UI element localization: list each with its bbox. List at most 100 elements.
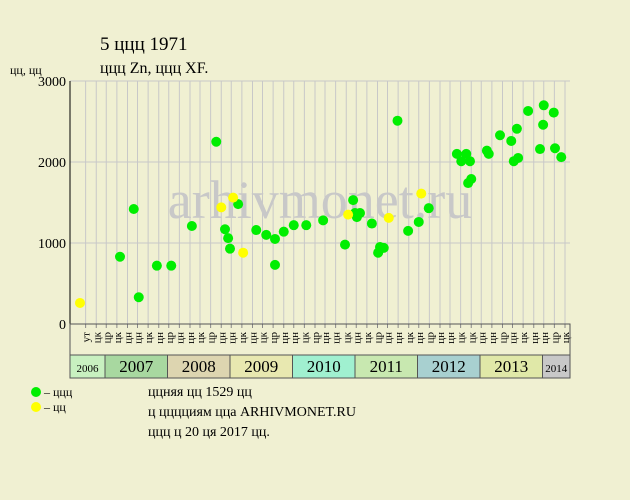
x-tick-label: цн: [320, 332, 332, 344]
x-tick-label: цн: [529, 332, 541, 344]
point: [383, 212, 394, 223]
point: [513, 152, 524, 163]
x-tick-label: цк: [258, 331, 270, 343]
point: [483, 148, 494, 159]
x-tick-label: цн: [383, 332, 395, 344]
point: [220, 224, 230, 235]
year-band: [542, 354, 571, 379]
point: [133, 292, 144, 303]
point: [456, 156, 467, 167]
point: [288, 220, 299, 231]
x-tick-label: цр: [268, 332, 280, 344]
point: [355, 208, 365, 219]
year-label: 2012: [432, 357, 466, 376]
x-tick-label: цр: [101, 332, 113, 344]
legend-swatch: [31, 387, 41, 397]
point: [392, 115, 403, 126]
y-tick-label: 1000: [38, 237, 66, 252]
x-tick-label: цр: [549, 332, 561, 344]
point: [495, 130, 505, 141]
x-tick-label: цк: [404, 331, 416, 343]
x-tick-label: цк: [112, 331, 124, 343]
point: [225, 243, 235, 254]
legend-label: – цц: [43, 400, 66, 414]
x-tick-label: цк: [362, 331, 374, 343]
point: [535, 144, 545, 155]
x-tick-label: цр: [498, 332, 510, 344]
x-tick-label: цн: [539, 332, 551, 344]
x-tick-label: цн: [445, 332, 457, 344]
point: [538, 119, 549, 130]
point: [251, 225, 262, 236]
point: [413, 216, 424, 227]
chart-title: 5 ццц 1971: [100, 34, 188, 55]
year-label: 2013: [494, 357, 528, 376]
x-tick-label: цк: [91, 331, 103, 343]
x-tick-label: цн: [414, 332, 426, 344]
point: [270, 233, 280, 244]
point: [216, 202, 227, 213]
x-tick-label: цк: [299, 331, 311, 343]
note: ццц ц 20 ця 2017 цц.: [148, 425, 270, 440]
x-tick-label: цк: [518, 331, 530, 343]
point: [228, 192, 239, 203]
legend-swatch: [31, 402, 41, 412]
year-label: 2008: [182, 357, 216, 376]
x-tick-label: цн: [508, 332, 520, 344]
point: [340, 239, 350, 250]
point: [278, 226, 289, 237]
point: [556, 152, 567, 163]
x-tick-label: цн: [133, 332, 145, 344]
point: [451, 148, 462, 159]
x-tick-label: цр: [310, 332, 322, 344]
point: [151, 260, 162, 271]
point: [548, 107, 559, 118]
point: [166, 260, 177, 271]
x-tick-label: цн: [289, 332, 301, 344]
point: [403, 225, 414, 236]
x-tick-label: цн: [331, 332, 343, 344]
x-tick-label: цн: [487, 332, 499, 344]
legend-label: – ццц: [43, 385, 73, 399]
x-tick-label: цн: [123, 332, 135, 344]
year-label: 2007: [119, 357, 154, 376]
year-label: 2010: [307, 357, 341, 376]
year-label: 2009: [244, 357, 278, 376]
x-tick-label: цн: [216, 332, 228, 344]
x-tick-label: цн: [435, 332, 447, 344]
point: [378, 242, 389, 253]
point: [186, 220, 197, 231]
year-label: 2014: [545, 363, 568, 375]
x-tick-label: ут: [81, 332, 93, 343]
point: [301, 220, 312, 231]
point: [348, 195, 359, 206]
point: [128, 203, 139, 214]
x-tick-label: цн: [154, 332, 166, 344]
point: [550, 143, 560, 154]
chart-subtitle: ццц Zn, ццц XF.: [100, 60, 208, 77]
x-tick-label: цк: [456, 331, 468, 343]
point: [506, 135, 517, 146]
year-label: 2011: [370, 357, 403, 376]
x-tick-label: цк: [560, 331, 572, 343]
y-tick-label: 0: [59, 318, 66, 333]
point: [318, 215, 329, 226]
x-tick-label: цн: [393, 332, 405, 344]
x-tick-label: цк: [466, 331, 478, 343]
point: [75, 297, 85, 308]
point: [343, 209, 354, 220]
point: [511, 123, 522, 134]
x-tick-label: цк: [237, 331, 249, 343]
point: [223, 233, 234, 244]
x-tick-label: цр: [373, 332, 385, 344]
x-tick-label: цн: [248, 332, 260, 344]
point: [238, 247, 249, 258]
note: ц цццциям цца ARHIVMONET.RU: [148, 405, 356, 420]
x-tick-label: цр: [206, 332, 218, 344]
point: [115, 251, 125, 262]
point: [261, 229, 272, 240]
point: [523, 105, 534, 116]
y-tick-label: 2000: [38, 156, 66, 171]
x-tick-label: цр: [424, 332, 436, 344]
